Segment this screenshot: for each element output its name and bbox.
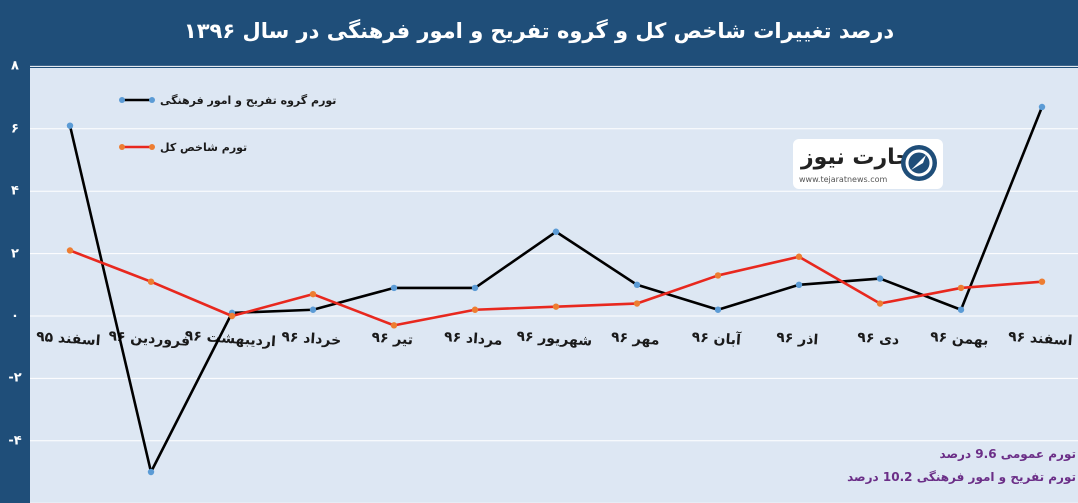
legend-marker-0 [119, 97, 125, 103]
y-tick-label: ۰ [11, 308, 19, 324]
series-1-point [228, 312, 236, 320]
y-tick-label: ۲ [11, 246, 19, 262]
x-tick-label: بهمن ۹۶ [930, 329, 989, 349]
x-tick-label: شهریور ۹۶ [516, 328, 593, 349]
series-0-point [66, 122, 74, 129]
x-tick-label: خرداد ۹۶ [281, 329, 342, 349]
y-tick-label: -۲ [8, 370, 22, 386]
x-tick-label: فروردین ۹۶ [108, 328, 191, 350]
legend-label-0: تورم گروه تفریح و امور فرهنگی [160, 94, 336, 107]
x-tick-label: اسفند ۹۵ [36, 329, 101, 349]
x-tick-label: مرداد ۹۶ [444, 329, 503, 349]
x-tick-label: دی ۹۶ [857, 330, 900, 349]
series-0-point [957, 306, 965, 313]
legend-marker-0 [149, 97, 155, 103]
logo-url: www.tejaratnews.com [799, 175, 888, 184]
chart-title: درصد تغییرات شاخص کل و گروه تفریح و امور… [183, 19, 895, 43]
x-tick-label: اذر ۹۶ [776, 330, 819, 349]
series-0-point [795, 281, 803, 288]
series-1-point [471, 306, 479, 313]
series-1-point [1038, 278, 1046, 285]
note-recreation-inflation: تورم تفریح و امور فرهنگی 10.2 درصد [847, 470, 1076, 484]
legend-marker-1 [119, 144, 125, 150]
x-tick-label: تیر ۹۶ [371, 330, 414, 349]
series-line-1 [69, 249, 1043, 327]
series-0-point [633, 281, 641, 288]
title-bar: درصد تغییرات شاخص کل و گروه تفریح و امور… [0, 0, 1078, 62]
note-general-inflation: تورم عمومی 9.6 درصد [939, 447, 1076, 461]
y-tick-label: ۸ [11, 58, 19, 74]
x-tick-label: آبان ۹۶ [691, 327, 743, 348]
series-0-point [147, 468, 155, 476]
series-1-point [714, 272, 722, 279]
series-0-point [552, 228, 560, 235]
series-1-point [957, 284, 965, 292]
series-1-point [390, 322, 398, 329]
series-0-point [876, 275, 884, 282]
x-tick-label: اسفند ۹۶ [1008, 329, 1073, 349]
series-0-point [714, 306, 722, 313]
series-1-point [66, 247, 74, 254]
series-1-point [552, 303, 560, 310]
x-tick-label: اردیبهشت ۹۶ [184, 328, 276, 350]
y-tick-label: -۴ [8, 433, 22, 449]
series-1-point [147, 278, 155, 285]
x-tick-label: مهر ۹۶ [610, 329, 660, 348]
brand-logo: تجارت نیوز www.tejaratnews.com [793, 139, 943, 189]
series-1-point [795, 253, 803, 260]
logo-emblem-icon [901, 145, 937, 181]
series-1-point [633, 300, 641, 307]
series-0-point [390, 284, 398, 292]
series-0-point [309, 306, 317, 313]
logo-name: تجارت نیوز [801, 145, 920, 170]
series-0-point [1038, 103, 1046, 111]
series-1-point [309, 290, 317, 298]
legend-marker-1 [149, 144, 155, 150]
legend-label-1: تورم شاخص کل [160, 141, 247, 154]
y-tick-label: ۴ [11, 183, 19, 199]
y-tick-label: ۶ [11, 121, 19, 137]
series-1-point [876, 300, 884, 307]
series-0-point [471, 284, 479, 292]
